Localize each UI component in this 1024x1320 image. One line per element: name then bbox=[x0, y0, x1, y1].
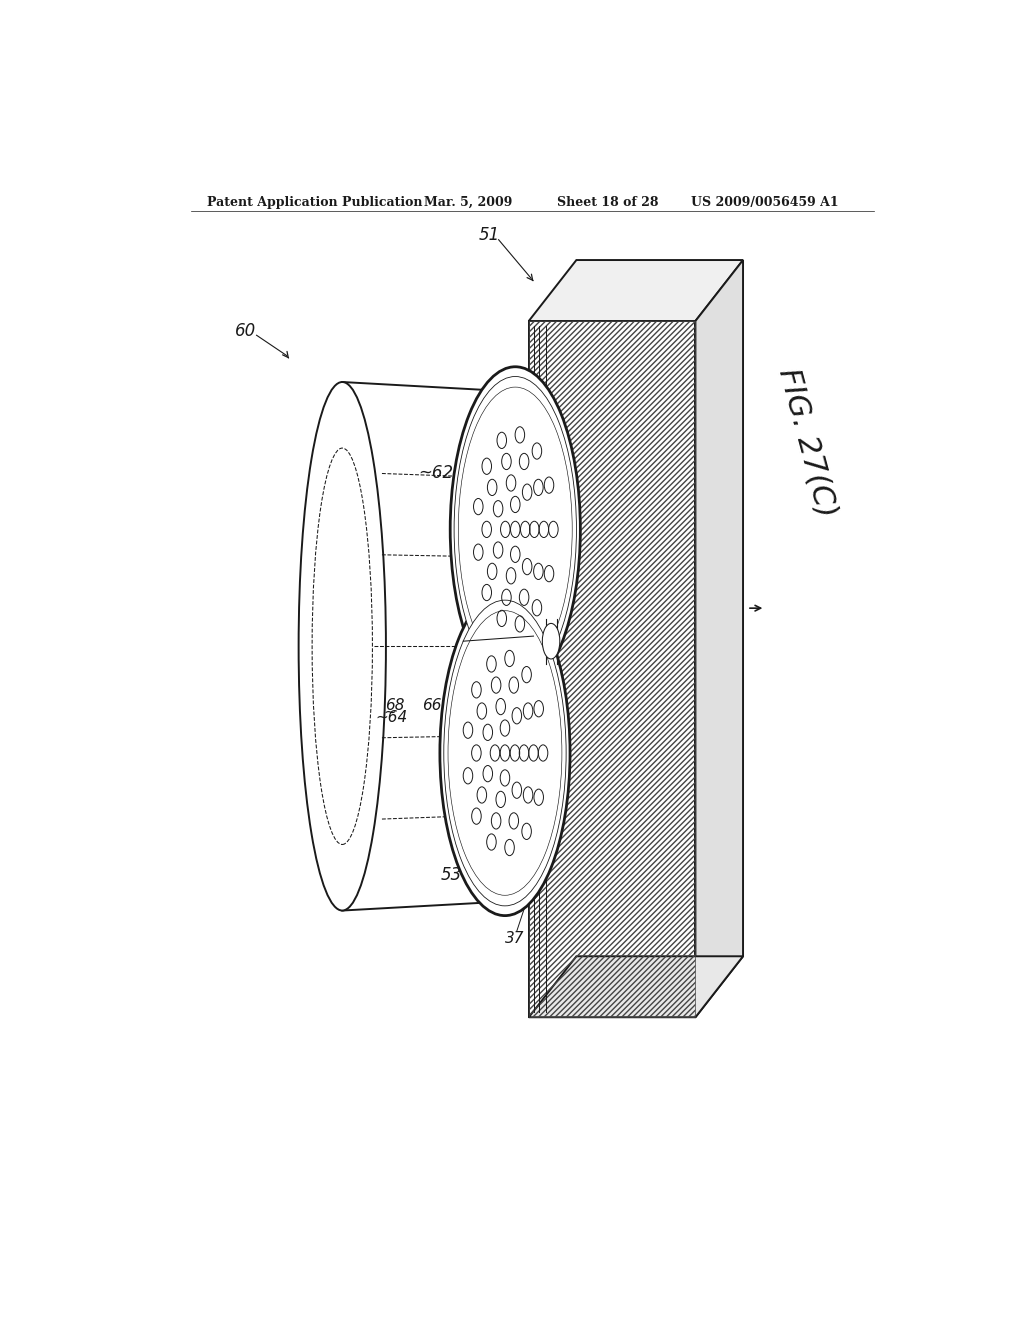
Ellipse shape bbox=[459, 387, 572, 672]
Polygon shape bbox=[528, 321, 695, 1018]
Text: 53: 53 bbox=[441, 866, 463, 884]
Text: 34: 34 bbox=[532, 945, 552, 961]
Text: ~: ~ bbox=[384, 705, 396, 719]
Text: ~64: ~64 bbox=[375, 710, 408, 725]
Ellipse shape bbox=[299, 381, 386, 911]
Text: 32: 32 bbox=[561, 958, 581, 974]
Text: US 2009/0056459 A1: US 2009/0056459 A1 bbox=[691, 195, 839, 209]
Text: 51: 51 bbox=[478, 226, 500, 244]
Ellipse shape bbox=[451, 367, 581, 692]
Text: ~62: ~62 bbox=[419, 465, 454, 483]
Text: Patent Application Publication: Patent Application Publication bbox=[207, 195, 423, 209]
Ellipse shape bbox=[440, 590, 570, 916]
Polygon shape bbox=[528, 260, 743, 321]
Text: Sheet 18 of 28: Sheet 18 of 28 bbox=[557, 195, 658, 209]
Ellipse shape bbox=[443, 601, 566, 906]
Polygon shape bbox=[528, 956, 743, 1018]
Ellipse shape bbox=[543, 623, 560, 659]
Ellipse shape bbox=[454, 376, 577, 682]
Text: 60: 60 bbox=[234, 322, 256, 341]
Polygon shape bbox=[695, 260, 743, 1018]
Text: 68: 68 bbox=[385, 698, 404, 713]
Text: 66: 66 bbox=[422, 698, 441, 713]
Text: FIG. 27(C): FIG. 27(C) bbox=[773, 366, 841, 521]
Text: 37: 37 bbox=[505, 932, 524, 946]
Text: Mar. 5, 2009: Mar. 5, 2009 bbox=[424, 195, 512, 209]
Ellipse shape bbox=[449, 611, 562, 895]
Polygon shape bbox=[342, 381, 532, 911]
Ellipse shape bbox=[507, 387, 559, 906]
